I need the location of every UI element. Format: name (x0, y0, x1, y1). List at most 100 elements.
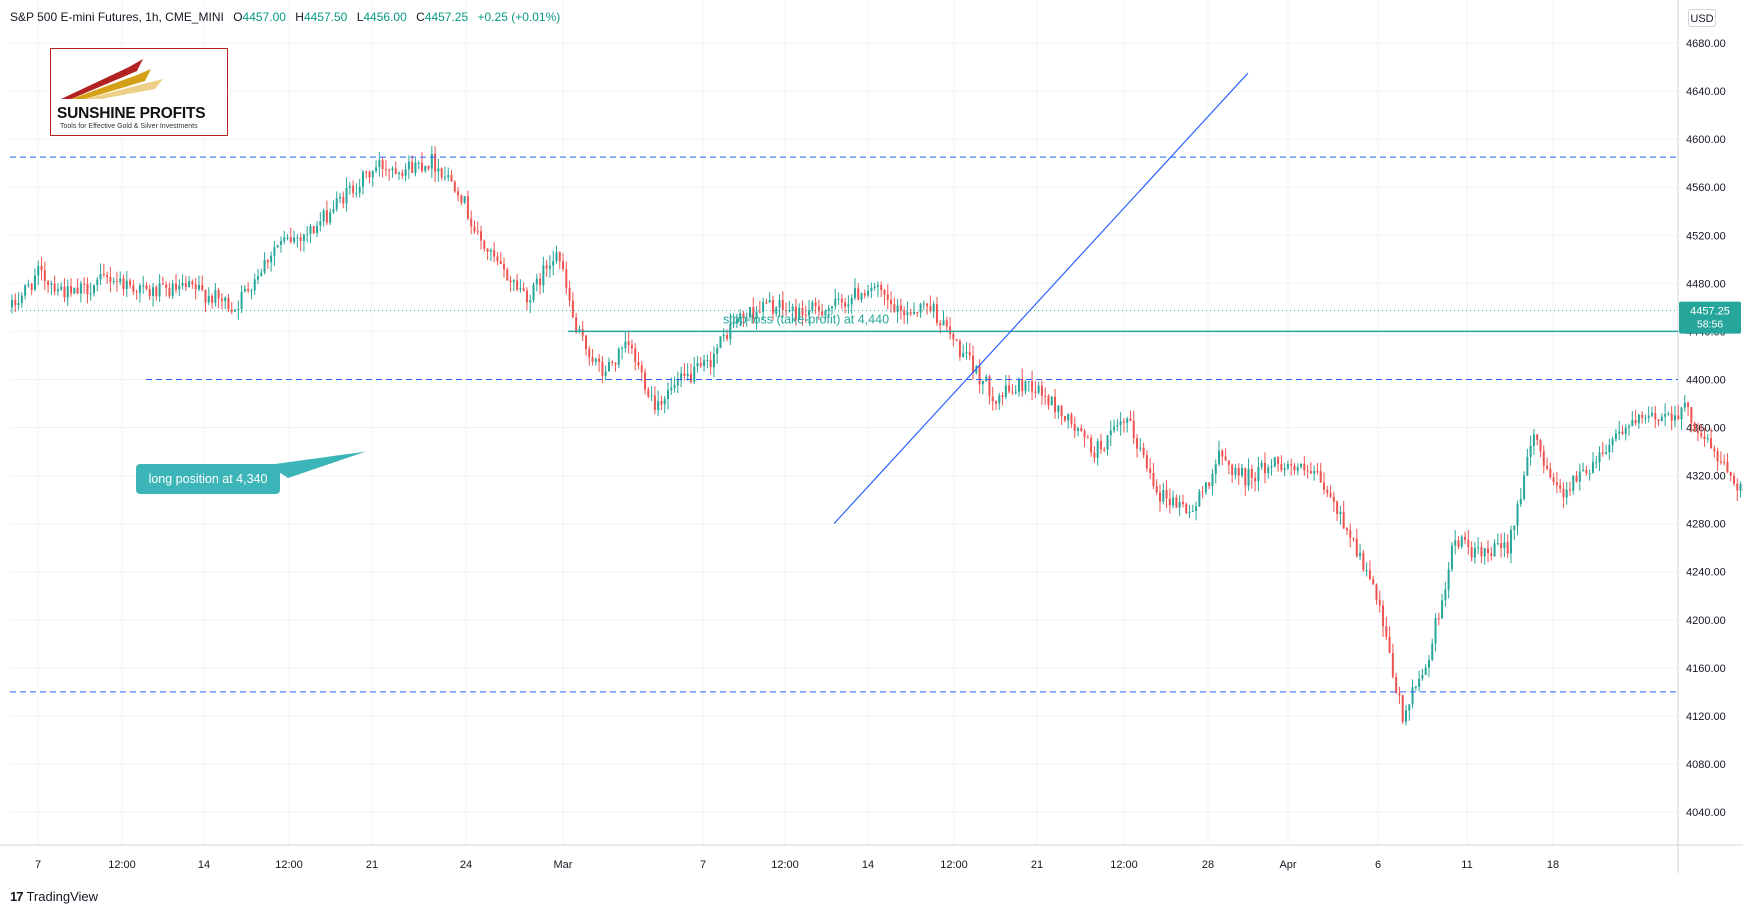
candle-body (565, 269, 567, 288)
candle-body (1687, 403, 1689, 407)
candle-body (779, 300, 781, 307)
symbol-title[interactable]: S&P 500 E-mini Futures, 1h, CME_MINI (10, 10, 224, 24)
candle-body (1477, 547, 1479, 548)
candle-body (1339, 512, 1341, 514)
candle-body (1651, 413, 1653, 416)
candle-body (300, 237, 302, 241)
candle-body (569, 288, 571, 301)
candle-body (1211, 474, 1213, 486)
currency-button[interactable]: USD (1688, 9, 1716, 27)
candle-body (900, 305, 902, 310)
candle-body (651, 396, 653, 397)
candle-body (1152, 473, 1154, 486)
candle-body (683, 374, 685, 376)
candle-body (34, 276, 36, 290)
candle-body (1415, 687, 1417, 688)
candle-body (1494, 543, 1496, 556)
legend-header: S&P 500 E-mini Futures, 1h, CME_MINI O44… (10, 10, 560, 24)
candle-body (765, 302, 767, 303)
candle-body (1330, 493, 1332, 497)
candle-body (1730, 472, 1732, 476)
candle-body (1254, 478, 1256, 481)
candle-body (1205, 482, 1207, 492)
candle-body (1451, 545, 1453, 569)
candle-body (90, 293, 92, 294)
candle-body (1628, 426, 1630, 428)
candle-body (378, 160, 380, 167)
candle-body (231, 310, 233, 312)
candle-body (1316, 471, 1318, 472)
candle-body (644, 372, 646, 389)
candle-body (969, 352, 971, 355)
candle-body (854, 288, 856, 298)
candle-body (37, 266, 39, 276)
x-tick-label: Mar (554, 859, 573, 871)
candle-body (460, 195, 462, 202)
candle-body (1166, 490, 1168, 499)
close-label: C (416, 10, 425, 24)
candle-body (1648, 416, 1650, 418)
candle-body (1251, 469, 1253, 478)
x-tick-label: 12:00 (1110, 859, 1138, 871)
candle-body (1185, 504, 1187, 513)
y-tick-label: 4240.00 (1686, 567, 1726, 579)
logo-title: SUNSHINE PROFITS (57, 105, 205, 123)
candle-body (1736, 484, 1738, 491)
candle-body (1366, 570, 1368, 571)
candle-body (421, 163, 423, 171)
candle-body (1536, 434, 1538, 440)
y-tick-label: 4200.00 (1686, 615, 1726, 627)
candle-body (719, 336, 721, 347)
candle-body (1051, 397, 1053, 406)
candle-body (109, 277, 111, 282)
candle-body (1323, 483, 1325, 490)
candle-body (998, 395, 1000, 403)
candle-body (1047, 396, 1049, 405)
candle-body (31, 284, 33, 290)
candle-body (1005, 385, 1007, 396)
candle-body (339, 197, 341, 199)
candle-body (86, 284, 88, 294)
candle-body (1556, 482, 1558, 485)
candle-body (1110, 430, 1112, 435)
long-position-label: long position at 4,340 (149, 472, 268, 486)
candle-body (283, 238, 285, 242)
x-tick-label: Apr (1279, 859, 1296, 871)
candle-body (280, 241, 282, 245)
candle-body (1625, 428, 1627, 434)
tradingview-brand[interactable]: 17 TradingView (10, 889, 98, 904)
candle-body (1172, 498, 1174, 506)
candle-body (1103, 449, 1105, 450)
candle-body (96, 280, 98, 286)
candle-body (1635, 420, 1637, 423)
candle-body (1398, 693, 1400, 695)
candle-body (60, 287, 62, 290)
plot-area[interactable] (10, 0, 1678, 845)
candle-body (1067, 414, 1069, 420)
candle-body (657, 401, 659, 410)
candle-body (1061, 406, 1063, 416)
candle-body (1448, 569, 1450, 590)
candle-body (995, 401, 997, 403)
candle-body (375, 167, 377, 171)
candle-body (155, 287, 157, 296)
candle-body (1497, 543, 1499, 544)
candle-body (1333, 497, 1335, 502)
candle-body (349, 186, 351, 188)
candle-body (539, 279, 541, 286)
candle-body (634, 348, 636, 362)
candle-body (1002, 395, 1004, 397)
candle-body (1684, 403, 1686, 408)
candle-body (1343, 512, 1345, 529)
x-tick-label: 12:00 (940, 859, 968, 871)
candle-body (139, 286, 141, 293)
y-tick-label: 4480.00 (1686, 278, 1726, 290)
candle-body (306, 234, 308, 235)
candle-body (1090, 438, 1092, 453)
candle-body (50, 284, 52, 285)
candle-body (172, 284, 174, 296)
candle-body (162, 284, 164, 285)
candle-body (1644, 418, 1646, 419)
candle-body (500, 261, 502, 264)
